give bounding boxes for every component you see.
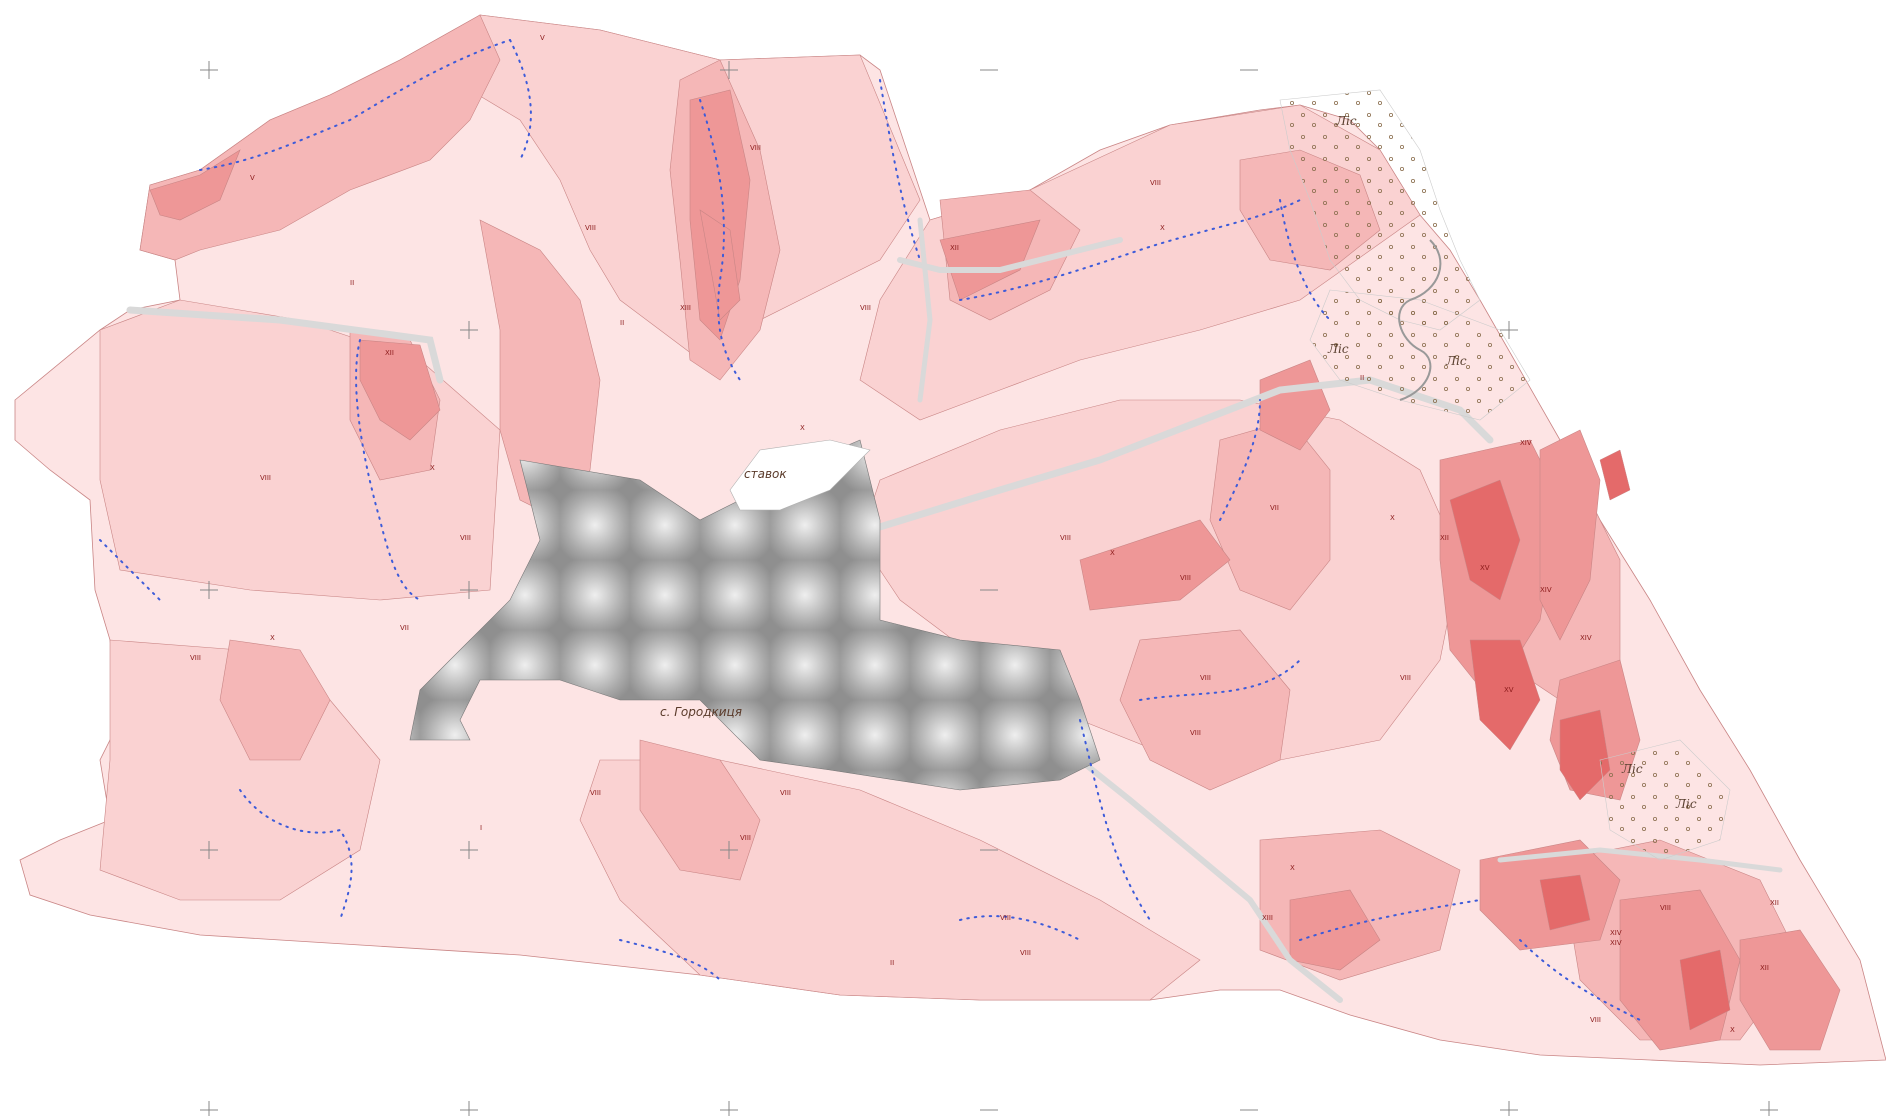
- class-label: X: [1160, 224, 1165, 232]
- pond: [729, 439, 871, 511]
- forest-label: Ліс: [1335, 114, 1357, 128]
- class-label: XIV: [1610, 929, 1622, 937]
- grid-crosses: [200, 61, 1778, 1116]
- class-label: VIII: [1660, 904, 1671, 912]
- class-labels: VIII VIII V X II VIII VII X XII VIII V X…: [190, 34, 1779, 1034]
- class-label: X: [1730, 1026, 1735, 1034]
- class-label: XIV: [1520, 439, 1532, 447]
- class-label: XIV: [1580, 634, 1592, 642]
- class-label: XIV: [1610, 939, 1622, 947]
- class-label: XII: [385, 349, 394, 357]
- class-label: V: [250, 174, 255, 182]
- class-label: XII: [1440, 534, 1449, 542]
- forest-label: Ліс: [1675, 797, 1697, 811]
- class-label: VIII: [1020, 949, 1031, 957]
- class-label: VIII: [1180, 574, 1191, 582]
- class-label: VIII: [1200, 674, 1211, 682]
- class-label: X: [1110, 549, 1115, 557]
- class-label: XV: [1480, 564, 1490, 572]
- class-label: I: [480, 824, 482, 832]
- class-label: X: [430, 464, 435, 472]
- class-label: X: [1390, 514, 1395, 522]
- class-label: VII: [1270, 504, 1279, 512]
- village-label: с. Городкиця: [660, 705, 742, 719]
- class-label: II: [350, 279, 354, 287]
- forest-areas: [1279, 89, 1731, 861]
- class-label: VIII: [260, 474, 271, 482]
- class-label: XII: [1760, 964, 1769, 972]
- class-label: VIII: [860, 304, 871, 312]
- class-label: X: [1290, 864, 1295, 872]
- class-label: VIII: [1400, 674, 1411, 682]
- class-label: II: [620, 319, 624, 327]
- class-label: XIII: [1262, 914, 1273, 922]
- stream: [1398, 239, 1442, 401]
- class-label: XII: [950, 244, 959, 252]
- class-label: VIII: [590, 789, 601, 797]
- class-label: II: [890, 959, 894, 967]
- class-label: VIII: [460, 534, 471, 542]
- class-label: XIV: [1540, 586, 1552, 594]
- dotted-boundaries: [99, 39, 1641, 1021]
- class-label: V: [540, 34, 545, 42]
- class-label: II: [1360, 374, 1364, 382]
- forest-label: Ліс: [1327, 342, 1349, 356]
- class-label: XV: [1504, 686, 1514, 694]
- class-label: VIII: [780, 789, 791, 797]
- class-label: X: [270, 634, 275, 642]
- class-label: VIII: [190, 654, 201, 662]
- class-label: VIII: [1150, 179, 1161, 187]
- forest-label: Ліс: [1445, 354, 1467, 368]
- class-label: VIII: [1590, 1016, 1601, 1024]
- class-label: XII: [1770, 899, 1779, 907]
- class-label: VIII: [1000, 914, 1011, 922]
- class-label: VII: [400, 624, 409, 632]
- class-label: VIII: [585, 224, 596, 232]
- class-zones-intense: [1449, 449, 1731, 1031]
- class-label: VIII: [750, 144, 761, 152]
- class-label: VIII: [1060, 534, 1071, 542]
- forest-label: Ліс: [1621, 762, 1643, 776]
- pond-label: ставок: [744, 467, 787, 481]
- class-label: VIII: [1190, 729, 1201, 737]
- class-label: XIII: [680, 304, 691, 312]
- class-label: X: [800, 424, 805, 432]
- class-label: VIII: [740, 834, 751, 842]
